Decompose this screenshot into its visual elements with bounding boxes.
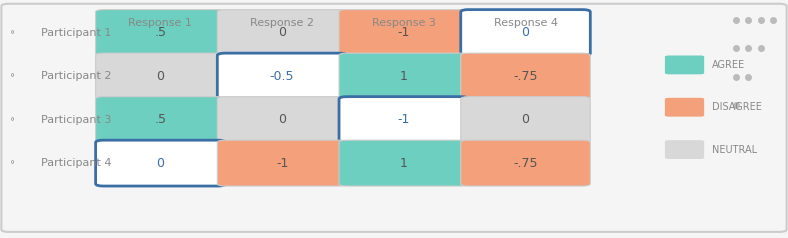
FancyBboxPatch shape [217,97,347,143]
Text: Participant 2: Participant 2 [41,71,111,81]
FancyBboxPatch shape [95,10,225,55]
Text: Response 1: Response 1 [128,18,192,28]
FancyBboxPatch shape [461,53,590,99]
Text: Response 4: Response 4 [493,18,558,28]
FancyBboxPatch shape [217,53,347,99]
FancyBboxPatch shape [95,97,225,143]
Text: Response 2: Response 2 [250,18,314,28]
Text: 1: 1 [400,69,407,83]
Text: 0: 0 [156,157,165,170]
Text: -.75: -.75 [513,157,537,170]
Text: -1: -1 [398,113,410,126]
Text: -1: -1 [398,26,410,39]
FancyBboxPatch shape [339,97,469,143]
Text: 0: 0 [522,113,530,126]
Text: 0: 0 [522,26,530,39]
FancyBboxPatch shape [95,140,225,186]
FancyBboxPatch shape [461,97,590,143]
FancyBboxPatch shape [461,140,590,186]
Text: AGREE: AGREE [712,60,745,70]
FancyBboxPatch shape [665,98,704,117]
Text: 0: 0 [156,69,165,83]
Text: ⚬: ⚬ [9,159,17,168]
Text: ⚬: ⚬ [9,72,17,81]
Text: NEUTRAL: NEUTRAL [712,144,757,154]
FancyBboxPatch shape [217,140,347,186]
FancyBboxPatch shape [461,10,590,55]
Text: 0: 0 [278,26,286,39]
Text: Participant 4: Participant 4 [41,158,111,168]
Text: Participant 1: Participant 1 [41,28,111,38]
Text: 1: 1 [400,157,407,170]
Text: ⚬: ⚬ [9,28,17,37]
Text: Participant 3: Participant 3 [41,114,111,124]
FancyBboxPatch shape [665,55,704,74]
FancyBboxPatch shape [339,10,469,55]
Text: .5: .5 [154,26,166,39]
Text: -.75: -.75 [513,69,537,83]
Text: -0.5: -0.5 [269,69,295,83]
Text: 0: 0 [278,113,286,126]
Text: -1: -1 [276,157,288,170]
FancyBboxPatch shape [339,140,469,186]
FancyBboxPatch shape [665,140,704,159]
Text: DISAGREE: DISAGREE [712,102,762,112]
FancyBboxPatch shape [339,53,469,99]
Text: .5: .5 [154,113,166,126]
FancyBboxPatch shape [95,53,225,99]
FancyBboxPatch shape [217,10,347,55]
Text: ⚬: ⚬ [9,115,17,124]
Text: Response 3: Response 3 [372,18,436,28]
